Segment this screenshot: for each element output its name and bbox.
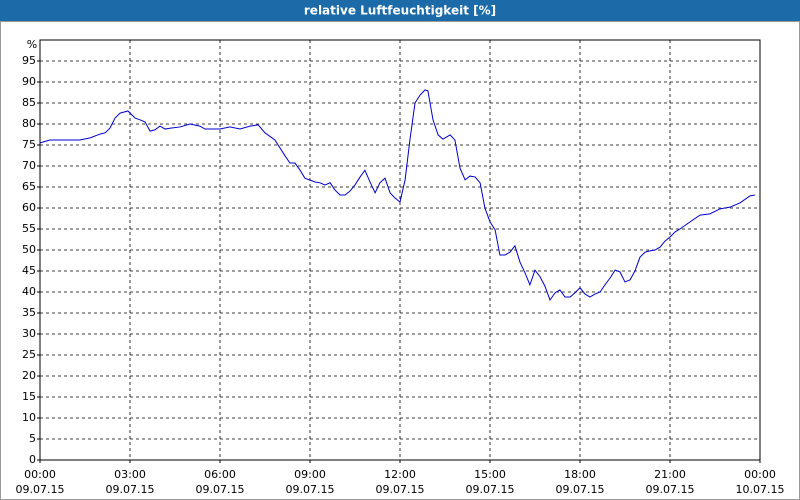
- y-tick-label: 75: [22, 138, 36, 151]
- x-tick-date: 09.07.15: [466, 483, 515, 496]
- x-tick-label: 15:00: [474, 468, 506, 481]
- y-tick-label: 85: [22, 96, 36, 109]
- y-tick-label: 10: [22, 411, 36, 424]
- y-tick-label: 35: [22, 306, 36, 319]
- x-tick-label: 03:00: [114, 468, 146, 481]
- chart-title: relative Luftfeuchtigkeit [%]: [304, 4, 496, 18]
- y-tick-label: 25: [22, 348, 36, 361]
- y-tick-label: 20: [22, 369, 36, 382]
- x-tick-date: 10.07.15: [736, 483, 785, 496]
- x-tick-label: 18:00: [564, 468, 596, 481]
- x-tick-label: 00:00: [24, 468, 56, 481]
- y-tick-label: 50: [22, 243, 36, 256]
- y-tick-label: 45: [22, 264, 36, 277]
- x-tick-label: 00:00: [744, 468, 776, 481]
- y-tick-label: 5: [29, 432, 36, 445]
- y-tick-label: 55: [22, 222, 36, 235]
- data-line: [39, 89, 755, 302]
- y-tick-label: 90: [22, 75, 36, 88]
- x-tick-date: 09.07.15: [556, 483, 605, 496]
- x-tick-label: 06:00: [204, 468, 236, 481]
- x-tick-date: 09.07.15: [376, 483, 425, 496]
- y-tick-label: 0: [29, 453, 36, 466]
- x-tick-date: 09.07.15: [646, 483, 695, 496]
- y-tick-label: 30: [22, 327, 36, 340]
- x-tick-label: 09:00: [294, 468, 326, 481]
- x-tick-date: 09.07.15: [106, 483, 155, 496]
- y-tick-label: 15: [22, 390, 36, 403]
- x-tick-date: 09.07.15: [16, 483, 65, 496]
- y-tick-label: 65: [22, 180, 36, 193]
- x-tick-label: 21:00: [654, 468, 686, 481]
- y-tick-label: 60: [22, 201, 36, 214]
- y-tick-label: 70: [22, 159, 36, 172]
- y-tick-label: 40: [22, 285, 36, 298]
- y-unit-label: %: [27, 38, 37, 51]
- title-bar: [0, 0, 800, 21]
- y-tick-label: 80: [22, 117, 36, 130]
- x-tick-date: 09.07.15: [286, 483, 335, 496]
- x-tick-label: 12:00: [384, 468, 416, 481]
- x-tick-date: 09.07.15: [196, 483, 245, 496]
- y-tick-label: 95: [22, 54, 36, 67]
